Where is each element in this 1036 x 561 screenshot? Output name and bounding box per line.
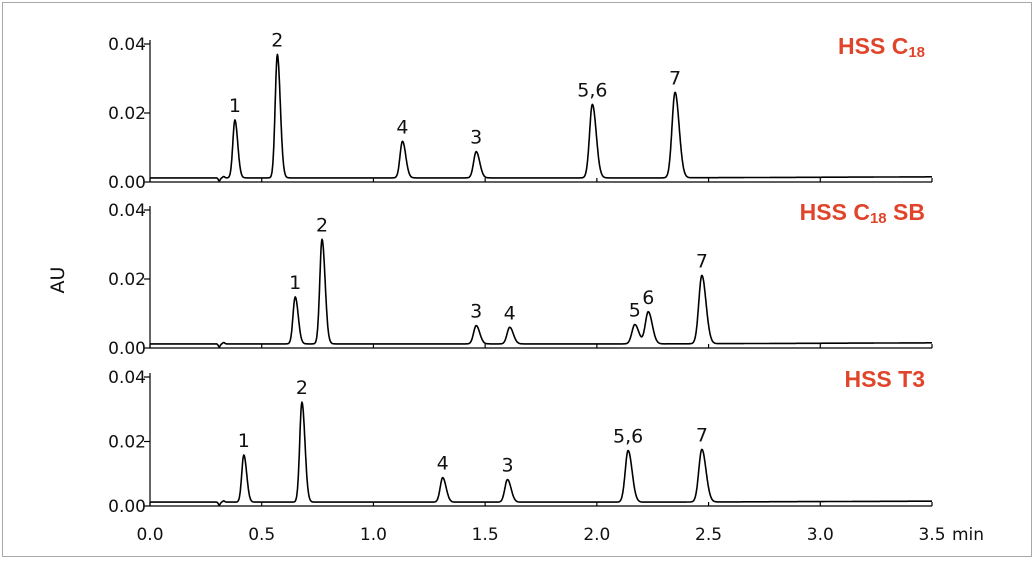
peak-label: 3 <box>501 455 513 477</box>
peak-label: 5,6 <box>613 426 643 448</box>
peak-label: 2 <box>271 29 283 51</box>
y-tick-label: 0.00 <box>108 339 146 359</box>
peak-label: 3 <box>470 301 482 323</box>
peak-label: 2 <box>296 377 308 399</box>
x-tick-label: 1.0 <box>360 525 387 545</box>
x-tick-label: 1.5 <box>472 525 499 545</box>
x-tick-label: 3.0 <box>807 525 834 545</box>
y-tick-label: 0.02 <box>108 104 146 124</box>
peak-label: 2 <box>316 214 328 236</box>
peak-label: 7 <box>669 67 681 89</box>
panel-title: HSS C18 SB <box>800 199 925 227</box>
panel-title: HSS T3 <box>844 366 925 392</box>
x-unit-label: min <box>952 525 984 545</box>
panel-title: HSS C18 <box>838 33 925 61</box>
x-tick-label: 2.5 <box>695 525 722 545</box>
series-trace-1 <box>149 53 933 182</box>
peak-label: 4 <box>396 116 408 138</box>
series-trace-2 <box>149 238 933 348</box>
y-tick-label: 0.00 <box>108 173 146 193</box>
y-tick-label: 0.02 <box>108 270 146 290</box>
y-tick-label: 0.00 <box>108 497 146 517</box>
x-tick-label: 0.0 <box>136 525 163 545</box>
peak-label: 1 <box>238 430 250 452</box>
peak-label: 6 <box>642 287 654 309</box>
panel-3: 0.00 0.02 0.04 1 2 4 3 5,6 7 HSS T3 <box>108 366 933 517</box>
panel-1: 0.00 0.02 0.04 1 2 4 3 5,6 7 HSS C18 <box>108 29 933 193</box>
y-tick-label: 0.04 <box>108 201 146 221</box>
y-tick-label: 0.04 <box>108 35 146 55</box>
peak-label: 7 <box>696 251 708 273</box>
series-trace-3 <box>149 401 933 506</box>
peak-label: 4 <box>504 302 516 324</box>
peak-label: 1 <box>289 272 301 294</box>
peak-label: 1 <box>229 95 241 117</box>
peak-label: 3 <box>470 127 482 149</box>
peak-label: 7 <box>696 425 708 447</box>
y-axis-label: AU <box>47 267 69 294</box>
x-tick-label: 0.5 <box>248 525 275 545</box>
peak-label: 4 <box>437 453 449 475</box>
y-tick-label: 0.02 <box>108 433 146 453</box>
x-tick-label: 3.5 <box>918 525 945 545</box>
peak-label: 5,6 <box>577 79 607 101</box>
x-tick-label: 2.0 <box>583 525 610 545</box>
peak-label: 5 <box>629 300 641 322</box>
y-tick-label: 0.04 <box>108 368 146 388</box>
